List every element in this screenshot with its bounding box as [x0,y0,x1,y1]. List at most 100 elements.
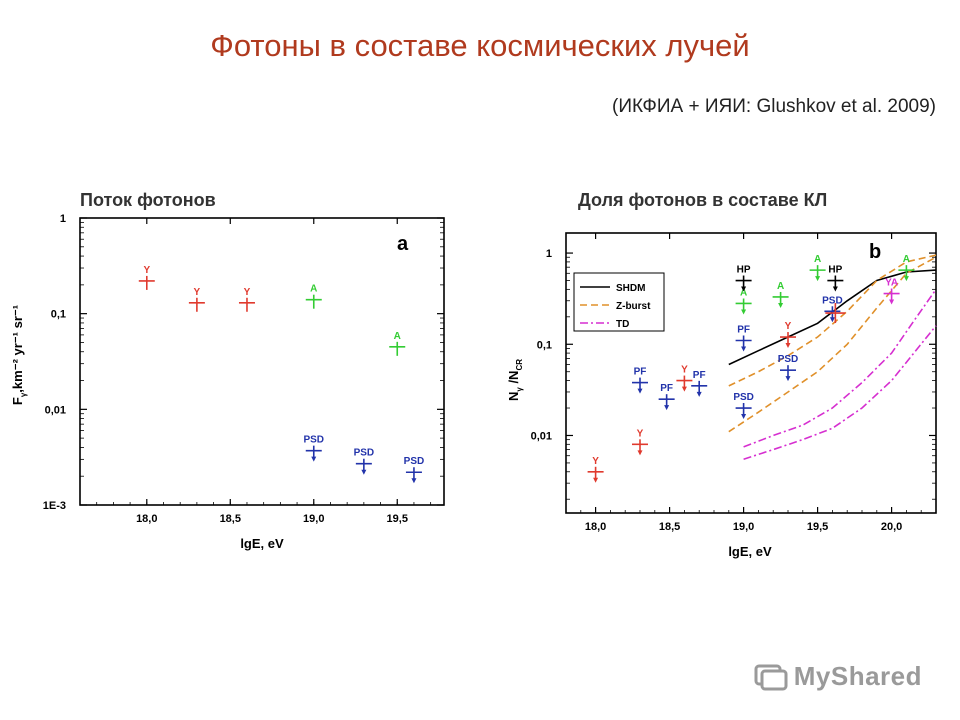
x-tick-label: 19,0 [303,513,324,525]
data-point-label: A [814,254,821,265]
data-point-arrow [637,388,643,394]
x-tick-label: 18,0 [136,513,157,525]
data-point: PF [691,370,708,397]
y-axis-label-main: N [506,392,521,401]
legend-entry: TD [616,319,629,330]
series-line-td [743,288,937,448]
series-line-td [743,325,937,460]
y-tick-label: 1E-3 [43,500,66,512]
plot-frame [565,232,937,514]
y-axis-label-sub: γ [515,387,524,392]
y-tick-label: 0,1 [51,309,66,321]
data-point-arrow [785,343,791,349]
y-tick-label: 1 [60,213,66,225]
data-point: A [305,284,322,309]
panel-label: b [869,241,881,263]
data-point-label: A [740,287,747,298]
data-point: A [735,287,752,315]
data-point: PF [632,367,648,394]
x-tick-label: 18,5 [659,521,680,533]
data-point-label: HP [828,265,842,276]
data-point-arrow [741,414,747,420]
data-point-label: Y [637,428,644,439]
data-point-arrow [361,469,367,475]
data-point-arrow [637,450,643,456]
chart-panel-a: 18,0 18,5 19,0 19,5 1 0,1 0,01 1E-3 lgE, eV Fγ,km… [10,213,445,551]
data-point: PF [735,324,752,352]
y-axis-label: Fγ,km⁻² yr⁻¹ sr⁻¹ [10,305,28,405]
data-point: HP [827,265,844,292]
data-point-label: Y [681,365,688,376]
data-point-label: PSD [303,435,324,446]
data-point-label: PSD [733,392,754,403]
chart-panel-b: 18,0 18,5 19,0 19,5 20,0 1 0,1 0,01 lgE, eV Nγ /N… [506,232,937,559]
data-point-label: PF [737,324,750,335]
page-title: Фотоны в составе космических лучей [210,28,750,63]
data-point-label: HP [737,265,751,276]
data-point: PF [658,383,675,411]
y-tick-label: 0,01 [45,404,66,416]
y-axis-label-sub: γ [19,392,28,397]
data-point: A [772,281,789,308]
data-point-label: PSD [778,354,799,365]
data-point-label: Y [143,265,150,276]
x-tick-label: 20,0 [881,521,902,533]
y-axis-label-rest: ,km⁻² yr⁻¹ sr⁻¹ [10,305,25,393]
data-point: Y [676,365,693,392]
plot-frame [79,217,445,506]
data-point-arrow [903,276,909,282]
data-point: Y [238,287,255,312]
data-point-label: Y [244,287,251,298]
x-tick-label: 19,0 [733,521,754,533]
data-point: A [809,254,826,282]
data-point: Y [780,321,796,349]
x-tick-label: 18,0 [585,521,606,533]
data-point-label: PSD [354,448,375,459]
x-axis-label: lgE, eV [240,536,284,551]
data-point-label: PSD [404,456,425,467]
data-point-label: A [903,254,910,265]
x-tick-label: 19,5 [807,521,828,533]
data-point [825,303,846,324]
x-tick-label: 19,5 [387,513,408,525]
data-point-arrow [778,302,784,308]
data-point-arrow [311,456,317,462]
data-point: PSD [303,435,324,462]
data-point-arrow [815,276,821,282]
panel-label: a [397,233,409,255]
data-point: Y [632,428,648,456]
data-point-arrow [411,478,417,484]
left-chart-caption: Поток фотонов [80,190,216,210]
y-tick-label: 0,01 [531,430,552,442]
data-point-arrow [593,477,599,483]
data-point: PSD [404,456,425,484]
data-point-label: Y [785,321,792,332]
watermark-logo-icon [754,664,788,690]
x-axis-label: lgE, eV [728,544,772,559]
data-point-label: Y [592,456,599,467]
data-point-label: A [394,331,401,342]
x-tick-label: 18,5 [220,513,241,525]
y-tick-label: 0,1 [537,339,552,351]
data-point: PSD [778,354,799,382]
data-point-label: A [310,284,317,295]
data-point: PSD [733,392,754,420]
data-point-arrow [785,376,791,382]
data-point: Y [587,456,604,483]
data-point-label: Y [194,287,201,298]
data-point: Y [188,287,205,312]
data-point-arrow [889,299,895,305]
watermark: MyShared [754,661,922,692]
watermark-text: MyShared [793,661,922,691]
data-point-label: PF [660,383,673,394]
data-point: PSD [354,448,375,475]
data-point-arrow [832,286,838,292]
legend-box [573,272,665,332]
data-point-label: A [777,281,784,292]
y-tick-label: 1 [546,248,552,260]
data-point-label: PSD [822,295,843,306]
data-point-label: YA [885,278,898,289]
data-point-arrow [741,346,747,352]
y-axis-label-sub2: CR [515,359,524,371]
